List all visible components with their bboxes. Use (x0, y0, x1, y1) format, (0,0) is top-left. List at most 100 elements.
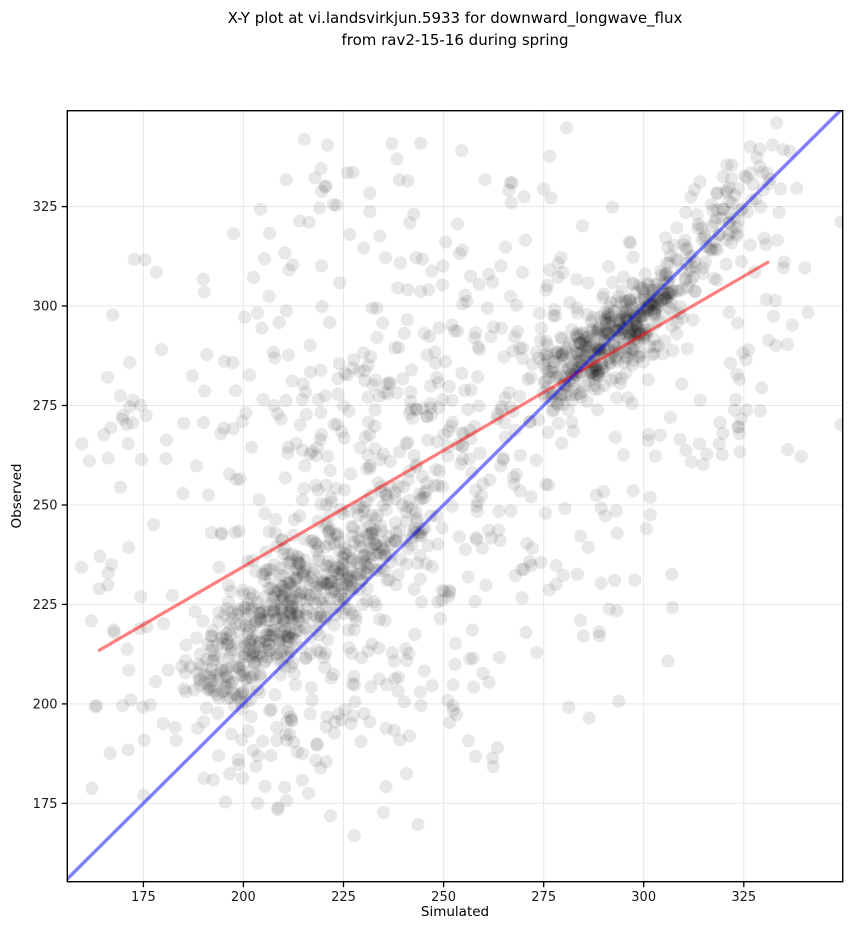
point (665, 600, 680, 615)
point (244, 440, 259, 454)
point (597, 306, 611, 320)
point (253, 606, 267, 620)
point (323, 591, 337, 605)
point (362, 561, 376, 575)
y-tick-label: 275 (33, 399, 58, 414)
point (218, 664, 232, 678)
point (383, 377, 397, 391)
point (388, 672, 402, 686)
point (620, 350, 634, 364)
point (343, 582, 357, 596)
point (337, 431, 351, 445)
point (280, 629, 294, 643)
point (279, 304, 293, 318)
point (661, 287, 675, 301)
point (523, 414, 537, 429)
point (608, 430, 622, 444)
point (425, 679, 439, 693)
point (402, 406, 417, 420)
point (303, 592, 317, 606)
point (628, 319, 642, 333)
point (343, 603, 357, 617)
point (356, 241, 370, 255)
point (275, 656, 289, 670)
point (305, 570, 319, 584)
point (237, 658, 251, 672)
point (589, 488, 603, 502)
point (507, 477, 521, 491)
point (430, 509, 444, 523)
point (679, 443, 693, 457)
point (532, 306, 547, 320)
point (184, 660, 198, 674)
point (602, 300, 616, 314)
point (598, 313, 612, 327)
point (555, 436, 569, 450)
point (216, 630, 230, 645)
point (640, 277, 655, 291)
point (343, 574, 357, 588)
point (325, 575, 339, 589)
point (517, 562, 531, 576)
point (404, 385, 418, 399)
point (679, 243, 693, 257)
point (740, 403, 754, 417)
point (327, 418, 341, 432)
point (268, 688, 282, 702)
point (376, 498, 390, 512)
point (399, 642, 413, 656)
point (622, 325, 636, 339)
point (279, 727, 293, 741)
point (250, 648, 264, 663)
point (756, 165, 770, 179)
point (550, 370, 564, 384)
point (346, 535, 361, 549)
point (286, 258, 300, 272)
point (409, 505, 423, 519)
point (238, 310, 252, 324)
point (249, 614, 264, 629)
point (715, 447, 729, 462)
point (245, 632, 259, 646)
point (425, 264, 439, 278)
point (637, 302, 651, 316)
point (742, 343, 756, 357)
point (465, 623, 479, 637)
point (295, 443, 309, 457)
point (392, 340, 406, 354)
point (324, 582, 338, 596)
point (261, 637, 276, 651)
point (355, 524, 369, 538)
point (292, 610, 306, 624)
point (363, 715, 377, 729)
point (380, 492, 395, 506)
point (195, 659, 209, 673)
point (591, 326, 605, 340)
point (288, 633, 303, 647)
point (93, 549, 107, 564)
point (582, 330, 596, 344)
point (389, 578, 403, 592)
point (510, 324, 524, 339)
point (657, 277, 671, 291)
point (504, 196, 518, 210)
point (284, 710, 298, 724)
point (551, 346, 565, 360)
point (395, 498, 409, 512)
point (658, 291, 672, 305)
point (581, 340, 595, 354)
point (612, 694, 626, 708)
point (378, 614, 392, 628)
point (326, 198, 340, 212)
point (274, 603, 288, 617)
point (308, 596, 322, 610)
point (246, 270, 261, 284)
point (408, 627, 422, 642)
point (546, 360, 560, 374)
point (740, 171, 754, 185)
point (388, 491, 402, 506)
point (248, 656, 262, 670)
point (241, 597, 255, 611)
point (534, 321, 549, 335)
point (625, 300, 639, 314)
